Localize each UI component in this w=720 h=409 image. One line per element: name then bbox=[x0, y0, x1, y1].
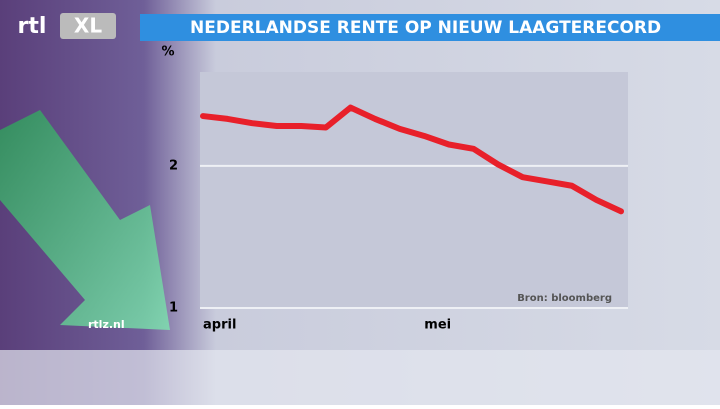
chart-title: NEDERLANDSE RENTE OP NIEUW LAAGTERECORD bbox=[190, 18, 661, 38]
source: Bron: bloomberg bbox=[517, 293, 612, 304]
y-unit: % bbox=[161, 45, 174, 60]
x-tick-label: mei bbox=[424, 318, 451, 333]
y-tick-label: 1 bbox=[169, 301, 178, 316]
logo-box bbox=[60, 13, 116, 39]
logo-right: XL bbox=[74, 14, 102, 38]
y-tick-label: 2 bbox=[169, 158, 178, 173]
line bbox=[200, 104, 624, 215]
x-tick-label: april bbox=[203, 318, 236, 333]
arrow bbox=[0, 110, 170, 330]
floor bbox=[0, 350, 720, 405]
logo-left: rtl bbox=[18, 14, 47, 39]
plot-area bbox=[200, 72, 628, 308]
website: rtlz.nl bbox=[88, 318, 125, 331]
title-bar bbox=[140, 14, 720, 41]
